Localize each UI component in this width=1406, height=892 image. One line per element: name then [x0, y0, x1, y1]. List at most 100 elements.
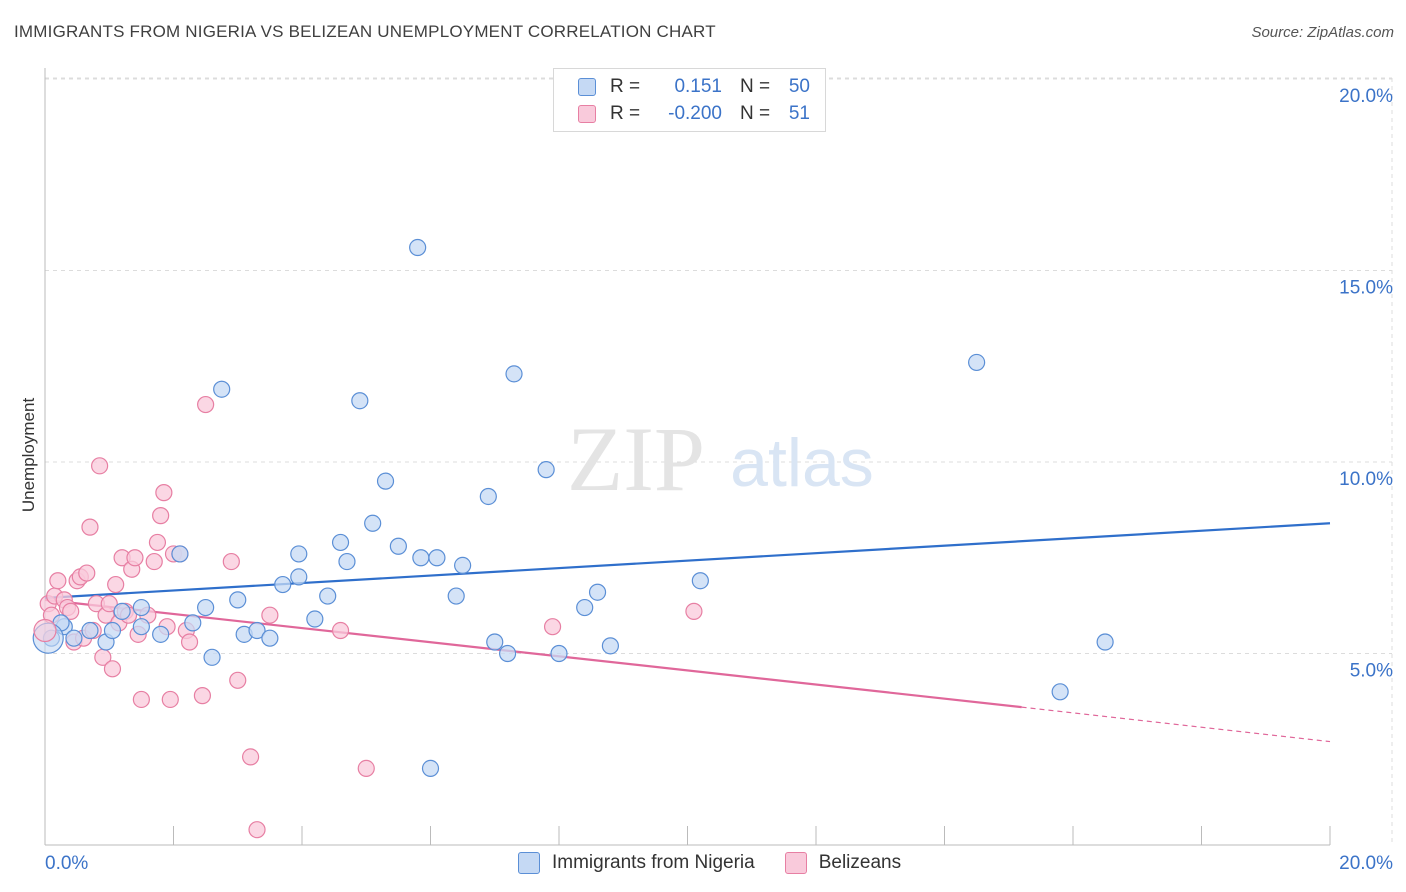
- data-point: [454, 556, 472, 575]
- data-point: [197, 395, 215, 414]
- watermark: ZIP atlas: [567, 408, 874, 510]
- data-point: [409, 238, 427, 257]
- data-point: [180, 633, 199, 651]
- data-point: [274, 575, 292, 594]
- data-point: [421, 759, 440, 778]
- data-point: [78, 564, 96, 582]
- legend-swatch-belizeans: [578, 105, 596, 123]
- data-point: [229, 671, 247, 689]
- data-points: [32, 238, 1114, 839]
- trend-lines: [44, 522, 1331, 743]
- y-tick-label: 15.0%: [1339, 278, 1393, 299]
- legend-row-belizeans: R = -0.200 N = 51: [578, 102, 810, 126]
- data-point: [152, 625, 170, 643]
- data-point: [691, 572, 709, 590]
- watermark-atlas: atlas: [730, 425, 874, 501]
- data-point: [685, 602, 703, 620]
- y-tick-label: 5.0%: [1350, 661, 1393, 682]
- y-tick-label: 20.0%: [1339, 86, 1393, 107]
- data-point: [184, 614, 202, 632]
- data-point: [505, 365, 523, 383]
- correlation-legend: R = 0.151 N = 50 R = -0.200 N = 51: [553, 68, 826, 132]
- n-value: 51: [788, 103, 810, 124]
- x-tick-label: 0.0%: [45, 853, 88, 874]
- data-point: [152, 507, 170, 525]
- data-point: [261, 629, 279, 647]
- data-point: [1051, 683, 1069, 701]
- data-point: [601, 637, 620, 655]
- trend-line-nigeria: [44, 522, 1331, 600]
- data-point: [213, 380, 231, 398]
- data-point: [103, 660, 122, 678]
- data-point: [148, 533, 167, 552]
- data-point: [588, 583, 607, 601]
- legend-swatch-nigeria: [578, 78, 596, 96]
- data-point: [248, 821, 266, 839]
- r-value: 0.151: [674, 76, 722, 97]
- data-point: [447, 587, 465, 605]
- data-point: [81, 518, 99, 536]
- legend-swatch-nigeria: [518, 852, 540, 874]
- legend-item-belizeans[interactable]: Belizeans: [784, 852, 902, 874]
- data-point: [550, 644, 568, 663]
- data-point: [242, 748, 260, 766]
- data-point: [248, 621, 266, 640]
- data-point: [389, 537, 407, 555]
- data-point: [357, 759, 375, 778]
- data-point: [306, 610, 324, 628]
- trend-line-belizeans: [44, 598, 1022, 709]
- data-point: [193, 687, 212, 705]
- r-label: R =: [610, 103, 641, 124]
- r-value: -0.200: [668, 103, 722, 124]
- legend-label: Belizeans: [818, 852, 902, 873]
- data-point: [229, 591, 247, 609]
- data-point: [1096, 633, 1114, 651]
- data-point: [351, 392, 369, 410]
- data-point: [132, 618, 150, 636]
- data-point: [171, 545, 189, 563]
- data-point: [331, 533, 350, 552]
- data-point: [412, 549, 430, 567]
- data-point: [62, 602, 80, 620]
- data-point: [132, 598, 150, 617]
- chart-title: IMMIGRANTS FROM NIGERIA VS BELIZEAN UNEM…: [14, 22, 716, 41]
- data-point: [33, 618, 57, 643]
- grid-lines: [45, 77, 1393, 845]
- tick-labels: 5.0% 10.0% 15.0% 20.0% 0.0% 20.0%: [45, 86, 1393, 874]
- data-point: [107, 575, 125, 594]
- y-tick-label: 10.0%: [1339, 469, 1393, 490]
- data-point: [261, 606, 279, 624]
- data-point: [113, 602, 131, 620]
- data-point: [537, 461, 555, 479]
- data-point: [81, 621, 99, 640]
- source-label: Source: ZipAtlas.com: [1251, 24, 1394, 41]
- data-point: [203, 648, 221, 666]
- data-point: [364, 514, 382, 532]
- data-point: [576, 598, 594, 617]
- axes: [44, 68, 1331, 846]
- data-point: [161, 690, 179, 709]
- data-point: [132, 690, 150, 709]
- data-point: [100, 595, 118, 613]
- data-point: [968, 353, 986, 372]
- data-point: [145, 552, 163, 571]
- legend-item-nigeria[interactable]: Immigrants from Nigeria: [518, 852, 755, 874]
- data-point: [331, 621, 350, 640]
- data-point: [65, 629, 83, 647]
- data-point: [49, 572, 67, 590]
- legend-label: Immigrants from Nigeria: [552, 852, 755, 873]
- n-label: N =: [740, 103, 771, 124]
- data-point: [197, 598, 215, 617]
- y-axis-label: Unemployment: [19, 398, 38, 513]
- data-point: [338, 552, 356, 571]
- n-label: N =: [740, 76, 771, 97]
- legend-swatch-belizeans: [784, 852, 807, 874]
- data-point: [319, 587, 337, 605]
- data-point: [486, 633, 504, 651]
- r-label: R =: [610, 76, 641, 97]
- n-value: 50: [788, 76, 810, 97]
- data-point: [543, 618, 562, 636]
- data-point: [479, 487, 497, 506]
- data-point: [126, 549, 144, 567]
